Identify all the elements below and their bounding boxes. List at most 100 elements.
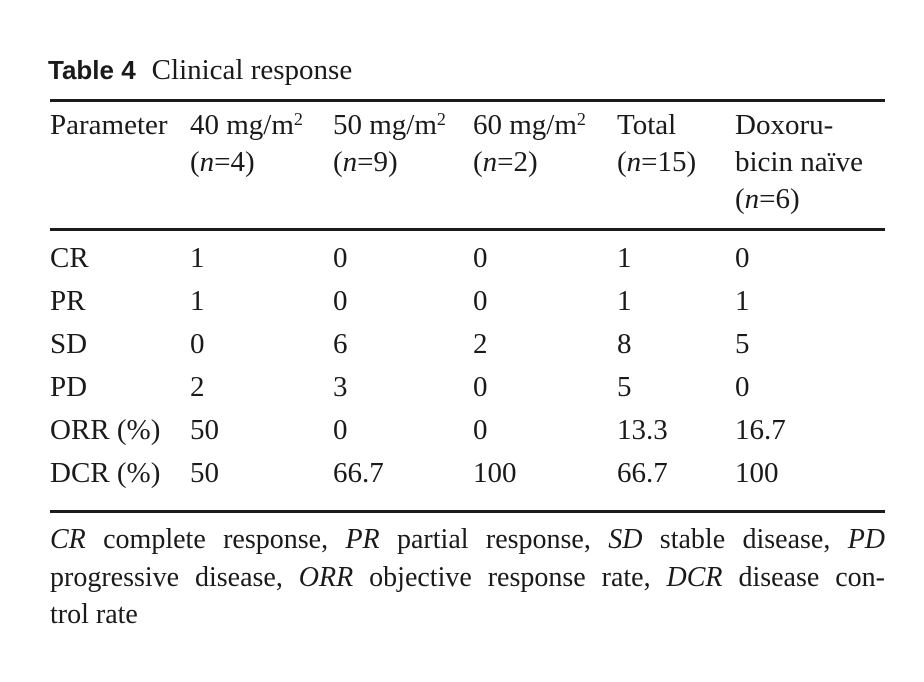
table-cell: 16.7	[735, 414, 786, 446]
header-line: (n=2)	[473, 144, 617, 181]
row-label: CR	[50, 242, 89, 274]
table-cell: 2	[190, 371, 205, 403]
header-text: n	[744, 183, 760, 215]
table-header-row: Parameter 40 mg/m2 (n=4) 50 mg/m2 (n=9) 60 mg…	[50, 107, 885, 218]
table-cell: 50	[190, 414, 219, 446]
table-cell: 5	[617, 371, 632, 403]
table-body: CR 1 0 0 1 0 PR 1 0 0 1 1 SD 0 6 2 8 5 PD 2 3 0 5 0 ORR (%) 50 0 0 1…	[50, 237, 885, 495]
header-text: =4)	[214, 146, 255, 178]
table-cell: 50	[190, 457, 219, 489]
footnote-line: progressive disease, ORR objective respo…	[50, 559, 885, 597]
header-text: (	[190, 146, 200, 178]
header-text: (	[617, 146, 627, 178]
footnote-text: CR	[50, 524, 86, 555]
header-text: 60 mg/m	[473, 109, 577, 141]
footnote-text: objective response rate,	[353, 561, 667, 593]
header-line: 40 mg/m2	[190, 107, 333, 144]
table-cell: 6	[333, 328, 348, 360]
table-cell: 5	[735, 328, 750, 360]
footnote-text: stable disease,	[642, 524, 848, 555]
table-cell: 66.7	[617, 457, 668, 489]
footnote-text: PD	[847, 524, 886, 555]
footnote-text: complete response,	[85, 524, 346, 555]
table-cell: 0	[333, 285, 348, 317]
table-cell: 1	[735, 285, 750, 317]
table-caption-title: Clinical response	[151, 54, 353, 86]
table-cell: 0	[190, 328, 205, 360]
table-cell: 100	[735, 457, 779, 489]
footnote-text: DCR	[666, 561, 723, 593]
header-text: (	[473, 146, 483, 178]
header-text: =6)	[759, 183, 800, 215]
header-text: 40 mg/m	[190, 109, 294, 141]
table-cell: 1	[617, 285, 632, 317]
superscript: 2	[576, 109, 586, 129]
header-text: n	[482, 146, 498, 178]
table-rule-header-bottom	[50, 228, 885, 231]
table-cell: 2	[473, 328, 488, 360]
table-rule-bottom	[50, 510, 885, 513]
table-rule-top	[50, 99, 885, 102]
footnote-line: trol rate	[50, 596, 885, 634]
row-label: PD	[50, 371, 88, 403]
footnote-text: ORR	[298, 561, 354, 593]
table-header-cell: Doxoru-bicin naïve (n=6)	[735, 107, 885, 218]
superscript: 2	[436, 109, 446, 129]
header-text: Total	[617, 109, 677, 141]
table-cell: 100	[473, 457, 517, 489]
table-caption-label: Table 4	[48, 55, 136, 85]
footnote-text: disease con-	[722, 561, 885, 593]
row-label: SD	[50, 328, 88, 360]
header-line: Total	[617, 107, 735, 144]
table-cell: 1	[190, 242, 205, 274]
header-text: n	[626, 146, 642, 178]
table-cell: 0	[473, 371, 488, 403]
table-cell: 0	[735, 242, 750, 274]
header-line: Parameter	[50, 107, 190, 144]
table-cell: 0	[473, 242, 488, 274]
table-cell: 13.3	[617, 414, 668, 446]
footnote-line: CR complete response, PR partial respons…	[50, 521, 885, 559]
header-line: (n=15)	[617, 144, 735, 181]
table-header-cell: 60 mg/m2 (n=2)	[473, 107, 617, 218]
table-cell: 0	[333, 414, 348, 446]
table-cell: 0	[473, 285, 488, 317]
header-line: 50 mg/m2	[333, 107, 473, 144]
header-line: (n=9)	[333, 144, 473, 181]
header-text: n	[342, 146, 358, 178]
header-text: Doxoru-	[735, 109, 834, 141]
footnote-text: partial response,	[379, 524, 609, 555]
header-text: 50 mg/m	[333, 109, 437, 141]
table-header-cell: 50 mg/m2 (n=9)	[333, 107, 473, 218]
footnote-text: SD	[608, 524, 643, 555]
table-footnote: CR complete response, PR partial respons…	[50, 521, 885, 634]
row-label: DCR (%)	[50, 457, 161, 489]
footnote-text: progressive disease,	[50, 561, 299, 593]
table-cell: 0	[473, 414, 488, 446]
header-line: Doxoru-	[735, 107, 885, 144]
table-header-cell: 40 mg/m2 (n=4)	[190, 107, 333, 218]
header-line: 60 mg/m2	[473, 107, 617, 144]
header-text: n	[199, 146, 215, 178]
table-cell: 1	[190, 285, 205, 317]
header-line: bicin naïve	[735, 144, 885, 181]
header-text: bicin naïve	[735, 146, 864, 178]
table-cell: 1	[617, 242, 632, 274]
table-header-cell: Total (n=15)	[617, 107, 735, 218]
header-text: =2)	[497, 146, 538, 178]
header-text: Parameter	[50, 109, 168, 141]
footnote-text: PR	[345, 524, 380, 555]
header-text: (	[735, 183, 745, 215]
header-text: =9)	[357, 146, 398, 178]
table-cell: 3	[333, 371, 348, 403]
table-cell: 8	[617, 328, 632, 360]
footnote-text: trol rate	[50, 599, 138, 630]
table-caption: Table 4 Clinical response	[48, 52, 352, 88]
table-cell: 0	[333, 242, 348, 274]
superscript: 2	[293, 109, 303, 129]
row-label: ORR (%)	[50, 414, 161, 446]
header-text: =15)	[641, 146, 697, 178]
header-text: (	[333, 146, 343, 178]
row-label: PR	[50, 285, 86, 317]
